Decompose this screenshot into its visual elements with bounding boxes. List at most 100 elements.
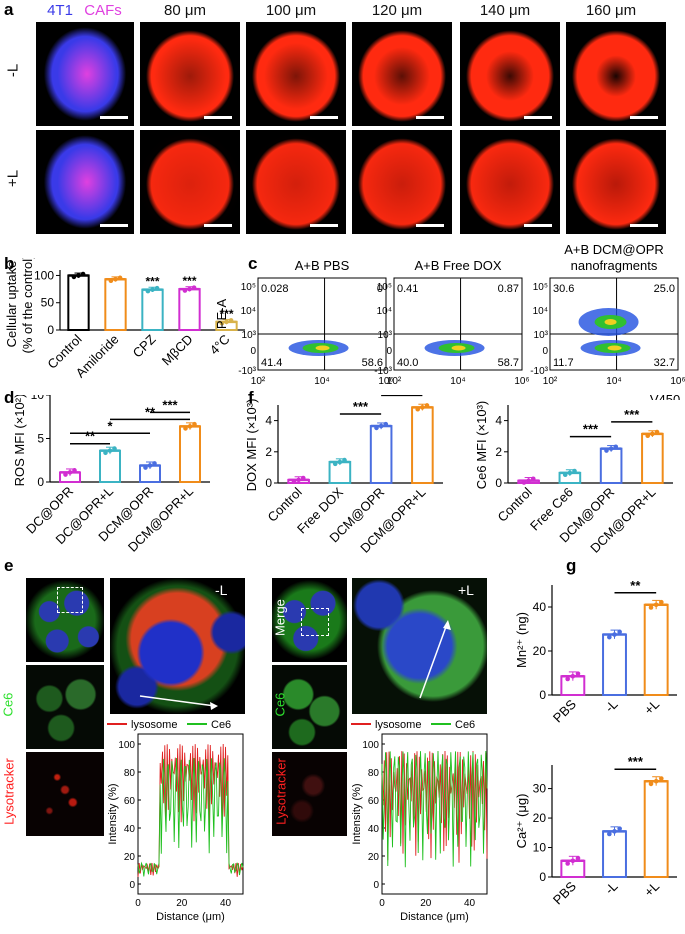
scale-bar (204, 116, 232, 119)
significance-label: *** (353, 399, 369, 414)
x-tick-label: 0 (379, 898, 385, 909)
inset-label-plus-l: +L (458, 582, 474, 598)
bar-0 (67, 274, 90, 332)
chart-g-mn: 0 20 40 PBS -L +L ** Mn²⁺ (ng) (514, 578, 677, 726)
x-tick-label: 40 (464, 898, 476, 909)
data-point (604, 448, 609, 453)
chart-g-ca: 0 10 20 30 PBS -L +L *** Ca²⁺ (μg) (514, 755, 677, 908)
hdr-80um: 80 μm (164, 2, 206, 19)
x-tick-label: 10⁴ (314, 376, 329, 387)
data-point (424, 403, 430, 408)
significance-label: *** (628, 755, 644, 769)
data-point (182, 288, 188, 293)
x-tick-label: 10⁶ (378, 376, 393, 387)
plot-frame (381, 733, 488, 895)
data-point (659, 776, 664, 781)
quadrant-lr: 58.6 (362, 357, 383, 369)
scale-bar (524, 224, 552, 227)
density-peak (315, 345, 330, 351)
x-tick-label: -L (602, 879, 621, 898)
data-point (147, 463, 153, 468)
y-tick-label: 10 (31, 395, 45, 402)
profile-minus-l: lysosome Ce6 0 20 40 60 80 100 0 20 40 Intensity (%… (107, 719, 244, 923)
x-tick-label: MβCD (159, 332, 196, 369)
data-point (650, 431, 655, 437)
quadrant-lr: 32.7 (654, 357, 675, 369)
scale-bar (100, 116, 128, 119)
data-point (420, 405, 425, 410)
data-point (76, 273, 81, 278)
data-point (567, 470, 573, 476)
y-axis-label: ROS MFI (×10²) (12, 395, 27, 486)
plot-title: A+B PBS (295, 258, 350, 273)
y-tick-label: 0 (539, 870, 546, 884)
data-point (562, 472, 568, 478)
panel-d-letter: d (4, 388, 15, 407)
y-tick-label: 10⁴ (533, 306, 548, 317)
spheroid-image-r0-c4 (460, 22, 560, 126)
plot-title: nanofragments (571, 258, 658, 273)
bar-2 (643, 603, 669, 696)
bar-1 (99, 449, 121, 483)
quadrant-ll: 41.4 (261, 357, 282, 369)
scale-bar (416, 224, 444, 227)
data-point (228, 318, 234, 323)
x-tick-label: 40 (220, 898, 232, 909)
bar-2 (643, 780, 669, 878)
data-point (526, 478, 531, 483)
y-tick-label: 0 (539, 688, 546, 702)
x-tick-label: PBS (550, 878, 579, 907)
data-point (654, 429, 660, 435)
x-axis-label: Distance (μm) (156, 911, 225, 923)
spheroid-image-r0-c5 (566, 22, 666, 126)
data-point (219, 320, 225, 326)
data-point (108, 278, 114, 284)
y-tick-label: -10³ (238, 366, 256, 377)
bar-3 (179, 425, 201, 483)
bar-2 (599, 447, 623, 484)
x-tick-label: 0 (135, 898, 141, 909)
data-point (374, 425, 379, 431)
y-axis-label: (% of the control) (20, 258, 35, 354)
x-axis-label: V450 (650, 392, 680, 400)
data-point (570, 858, 576, 864)
significance-label: *** (624, 407, 640, 422)
scale-bar (630, 116, 658, 119)
data-point (191, 285, 197, 290)
inset-label-minus-l: -L (215, 582, 228, 598)
x-tick-label: 10⁶ (670, 376, 685, 387)
series-lysosome (381, 750, 488, 863)
quadrant-ul: 0.028 (261, 283, 289, 295)
scale-bar (310, 116, 338, 119)
data-point (342, 457, 347, 463)
data-point (659, 599, 664, 605)
data-point (183, 426, 188, 431)
panel-b-letter: b (4, 254, 15, 273)
data-point (378, 423, 384, 429)
scale-bar (416, 116, 444, 119)
spheroid-image-r1-c2 (246, 130, 346, 234)
density-peak (451, 345, 466, 351)
data-point (112, 446, 117, 451)
spheroid-image-r1-c5 (566, 130, 666, 234)
y-axis-label: DOX MFI (×10³) (244, 399, 259, 492)
x-tick-label: CPZ (130, 331, 159, 360)
data-point (145, 288, 151, 294)
data-point (565, 861, 570, 866)
data-point (291, 479, 297, 485)
y-tick-label: 0 (495, 476, 502, 490)
y-tick-label: 0 (47, 323, 54, 337)
plot-frame (549, 277, 679, 371)
scale-bar (630, 224, 658, 227)
data-point (648, 605, 654, 610)
hdr-100um: 100 μm (265, 2, 317, 19)
data-point (187, 286, 192, 292)
y-tick-label: -10³ (530, 366, 548, 377)
y-tick-label: 0 (542, 346, 548, 357)
data-point (113, 276, 118, 282)
y-axis-label: Intensity (%) (351, 783, 363, 844)
spheroid-image-r1-c0 (36, 130, 134, 234)
y-tick-label: 10⁴ (377, 306, 392, 317)
plot-frame (393, 277, 523, 371)
